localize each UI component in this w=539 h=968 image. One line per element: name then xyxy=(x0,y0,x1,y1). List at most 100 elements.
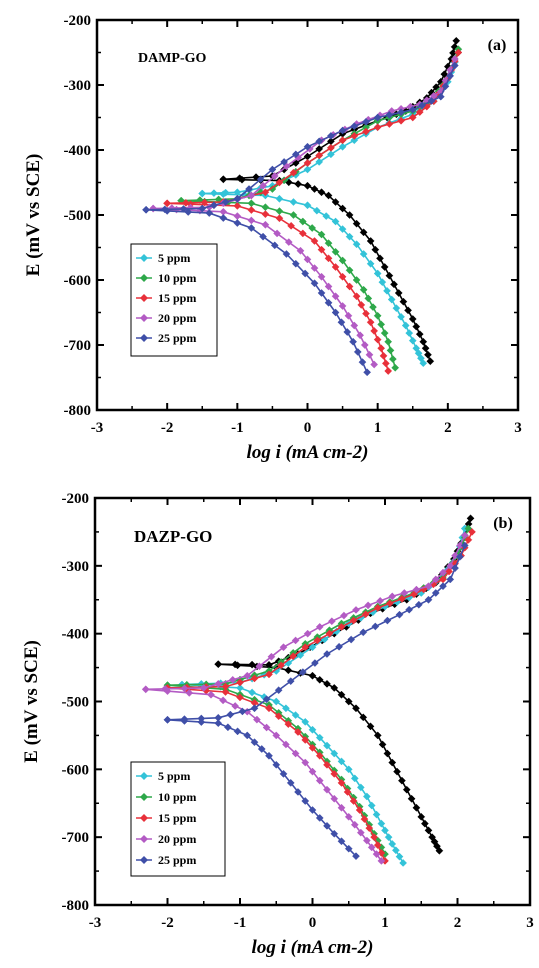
legend-marker xyxy=(140,314,148,322)
panel-tag: (b) xyxy=(493,515,513,532)
data-point-marker xyxy=(347,635,356,644)
data-point-marker xyxy=(219,696,227,705)
data-point-marker xyxy=(460,531,469,540)
data-point-marker xyxy=(233,212,242,220)
data-point-marker xyxy=(303,201,312,210)
x-tick-label: 1 xyxy=(381,915,389,931)
data-point-marker xyxy=(199,684,208,692)
data-point-marker xyxy=(446,72,455,80)
data-point-marker xyxy=(272,731,281,740)
data-point-marker xyxy=(291,636,300,645)
data-point-marker xyxy=(324,254,333,263)
x-tick-label: -1 xyxy=(231,420,244,436)
data-point-marker xyxy=(338,126,347,135)
x-tick-label: -3 xyxy=(89,915,102,931)
x-tick-label: 2 xyxy=(444,420,452,436)
x-tick-label: 3 xyxy=(526,915,534,931)
data-point-marker xyxy=(323,821,331,830)
data-point-marker xyxy=(317,188,326,197)
data-point-marker xyxy=(221,198,230,206)
data-point-marker xyxy=(233,661,242,670)
data-point-marker xyxy=(415,330,424,339)
data-point-marker xyxy=(399,859,408,867)
data-point-marker xyxy=(388,355,397,363)
data-point-marker xyxy=(369,303,377,311)
data-point-marker xyxy=(359,713,368,722)
data-point-marker xyxy=(359,228,368,237)
panel-title: DAMP-GO xyxy=(138,51,207,66)
data-point-marker xyxy=(344,311,353,320)
data-point-marker xyxy=(214,719,223,728)
data-point-marker xyxy=(420,819,429,828)
data-point-marker xyxy=(337,837,346,846)
anodic-branch-line xyxy=(181,528,466,686)
data-point-marker xyxy=(395,610,404,619)
data-point-marker xyxy=(210,201,218,210)
data-point-marker xyxy=(386,346,395,355)
data-point-marker xyxy=(366,722,375,731)
data-point-marker xyxy=(372,810,381,819)
data-point-marker xyxy=(387,295,396,304)
data-point-marker xyxy=(261,220,270,229)
data-point-marker xyxy=(384,367,393,375)
data-point-marker xyxy=(359,628,368,637)
data-point-marker xyxy=(312,206,321,215)
data-point-marker xyxy=(262,723,271,732)
data-point-marker xyxy=(270,241,279,250)
data-point-marker xyxy=(381,359,390,368)
data-point-marker xyxy=(427,97,436,105)
data-point-marker xyxy=(207,690,215,699)
data-point-marker xyxy=(377,320,386,329)
data-point-marker xyxy=(399,297,408,306)
data-point-marker xyxy=(352,292,361,301)
data-point-marker xyxy=(291,749,300,758)
data-point-marker xyxy=(454,48,463,57)
legend-label: 25 ppm xyxy=(158,853,196,867)
data-point-marker xyxy=(451,564,459,572)
data-point-marker xyxy=(275,178,284,187)
series-blank xyxy=(219,36,461,366)
data-point-marker xyxy=(280,158,288,166)
data-point-marker xyxy=(287,221,296,230)
legend-marker xyxy=(140,835,148,843)
data-point-marker xyxy=(367,843,376,852)
y-tick-label: -300 xyxy=(64,78,92,94)
data-point-marker xyxy=(185,689,194,697)
data-point-marker xyxy=(284,720,293,728)
data-point-marker xyxy=(440,70,449,79)
data-point-marker xyxy=(419,359,428,368)
data-point-marker xyxy=(388,592,397,601)
data-point-marker xyxy=(366,237,375,245)
data-point-marker xyxy=(373,113,382,122)
data-point-marker xyxy=(221,688,230,696)
data-point-marker xyxy=(350,132,359,140)
data-point-marker xyxy=(315,158,324,166)
data-point-marker xyxy=(446,575,455,584)
data-point-marker xyxy=(267,652,276,661)
legend-marker xyxy=(140,856,148,864)
data-point-marker xyxy=(353,348,362,356)
data-point-marker xyxy=(279,769,288,778)
data-point-marker xyxy=(315,623,324,631)
data-point-marker xyxy=(291,711,300,719)
data-point-marker xyxy=(303,165,312,174)
data-point-marker xyxy=(184,208,193,216)
panel-title: DAZP-GO xyxy=(134,527,212,546)
data-point-marker xyxy=(391,363,400,372)
data-point-marker xyxy=(255,662,264,671)
data-point-marker xyxy=(315,151,324,160)
legend-marker xyxy=(140,814,148,822)
data-point-marker xyxy=(226,710,235,719)
anodic-branch-line xyxy=(167,52,460,205)
data-point-marker xyxy=(397,312,405,321)
data-point-marker xyxy=(345,232,354,241)
data-point-marker xyxy=(385,271,394,280)
data-point-marker xyxy=(412,585,421,594)
legend-marker xyxy=(140,334,148,342)
data-point-marker xyxy=(408,336,417,345)
data-point-marker xyxy=(464,535,473,544)
data-point-marker xyxy=(274,686,283,695)
data-point-marker xyxy=(370,833,379,842)
data-point-marker xyxy=(262,695,271,704)
data-point-marker xyxy=(323,741,331,750)
